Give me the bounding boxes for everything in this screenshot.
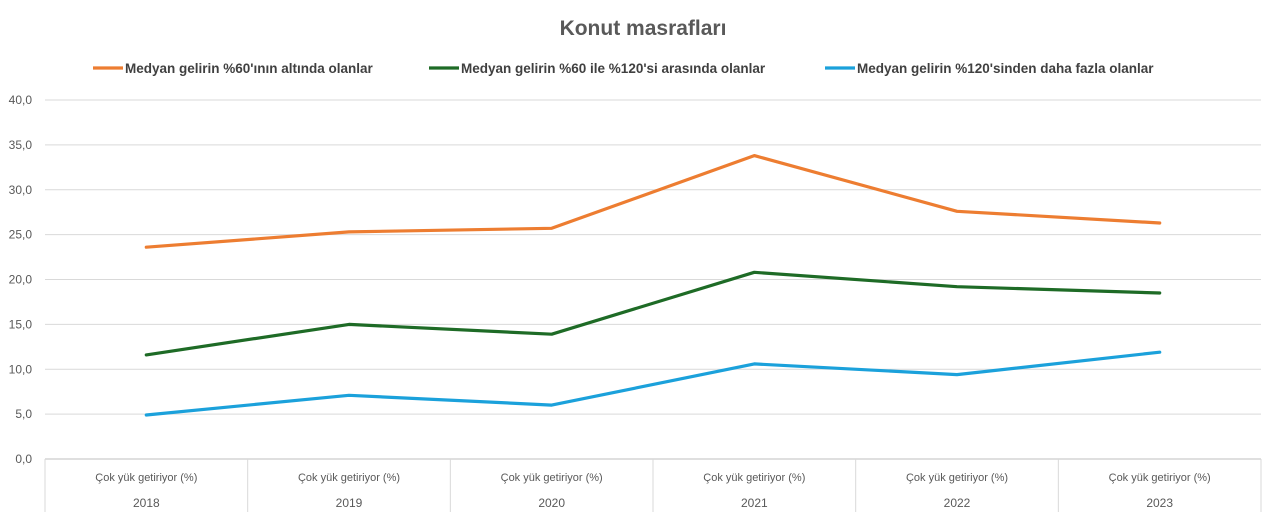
x-tick-label: Çok yük getiriyor (%) [1109,472,1211,484]
x-year-label: 2023 [1146,496,1173,510]
chart-title: Konut masrafları [560,17,727,40]
y-tick-label: 35,0 [9,138,33,152]
axes: 0,0 5,0 10,0 15,0 20,0 25,0 30,0 35,0 40,0 Çok yü… [9,93,1262,512]
x-year-label: 2020 [538,496,565,510]
series-line-3 [144,350,1162,417]
y-tick-label: 30,0 [9,183,33,197]
x-year-label: 2021 [741,496,768,510]
legend-label: Medyan gelirin %60 ile %120'si arasında … [461,61,766,76]
x-tick-label: Çok yük getiriyor (%) [703,472,805,484]
x-tick-label: Çok yük getiriyor (%) [298,472,400,484]
grid-lines [45,99,1261,460]
y-tick-label: 5,0 [15,407,32,421]
y-tick-label: 0,0 [15,452,32,466]
legend-label: Medyan gelirin %120'sinden daha fazla ol… [857,61,1154,76]
x-tick-label: Çok yük getiriyor (%) [95,472,197,484]
y-tick-label: 25,0 [9,228,33,242]
x-year-label: 2022 [944,496,971,510]
legend: Medyan gelirin %60'ının altında olanlar M… [93,61,1154,76]
x-year-label: 2019 [336,496,363,510]
y-tick-label: 20,0 [9,273,33,287]
y-tick-label: 15,0 [9,317,33,331]
y-tick-label: 40,0 [9,93,33,107]
x-year-label: 2018 [133,496,160,510]
series-line-2 [144,270,1162,357]
y-tick-label: 10,0 [9,362,33,376]
x-tick-label: Çok yük getiriyor (%) [906,472,1008,484]
legend-label: Medyan gelirin %60'ının altında olanlar [125,61,374,76]
series-lines [144,154,1162,417]
series-line-1 [144,154,1162,249]
x-tick-label: Çok yük getiriyor (%) [501,472,603,484]
